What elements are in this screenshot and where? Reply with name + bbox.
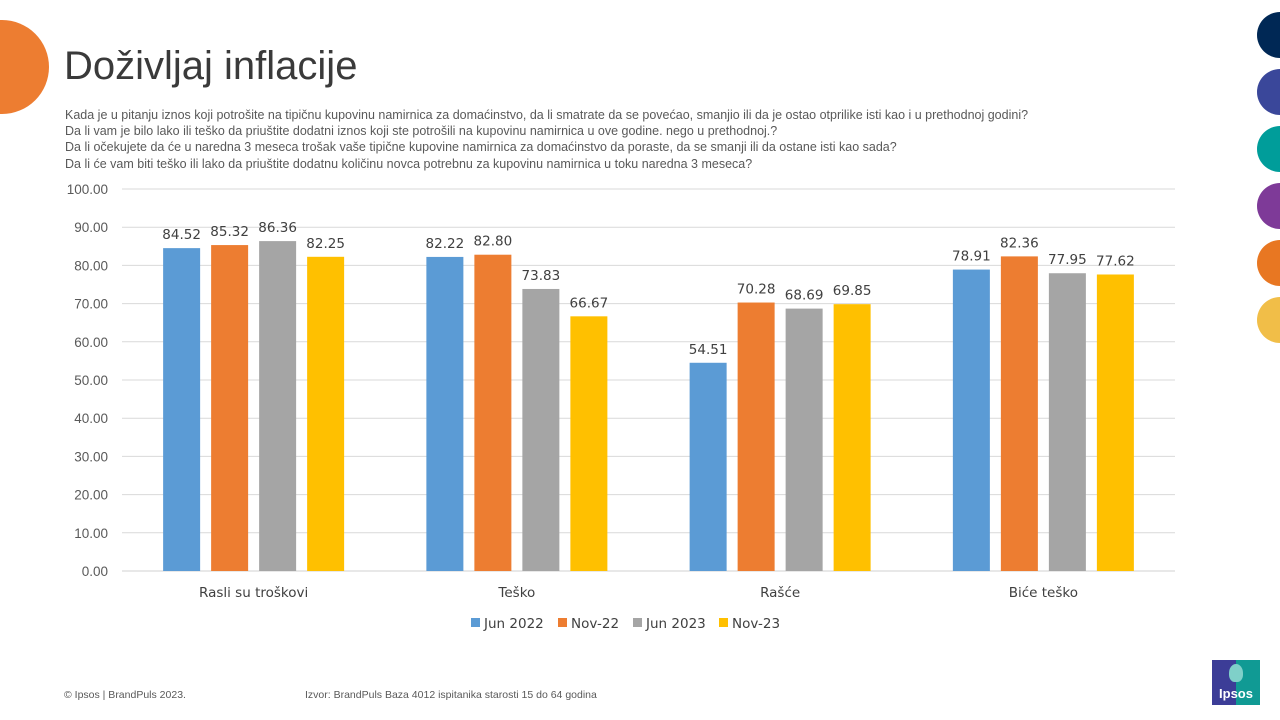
side-dot-5 (1257, 240, 1280, 286)
data-label: 78.91 (952, 249, 991, 265)
y-tick-label: 20.00 (74, 488, 108, 503)
bar (211, 245, 249, 571)
bar (163, 248, 201, 571)
bar (785, 308, 823, 571)
bar (1096, 274, 1134, 571)
page-title: Doživljaj inflacije (64, 44, 358, 88)
bar (474, 254, 512, 572)
legend-label: Jun 2023 (645, 616, 706, 632)
survey-questions: Kada je u pitanju iznos koji potrošite n… (65, 107, 1028, 172)
legend-label: Nov-23 (732, 616, 780, 632)
data-label: 77.62 (1096, 253, 1135, 269)
legend-label: Jun 2022 (483, 616, 544, 632)
y-tick-label: 0.00 (82, 564, 108, 579)
bar (689, 362, 727, 571)
data-label: 77.95 (1048, 252, 1087, 268)
data-label: 70.28 (737, 282, 776, 298)
data-label: 66.67 (570, 295, 609, 311)
y-tick-label: 100.00 (67, 182, 108, 197)
y-tick-label: 90.00 (74, 220, 108, 235)
data-label: 68.69 (785, 288, 824, 304)
data-label: 82.22 (426, 236, 465, 252)
legend-label: Nov-22 (571, 616, 619, 632)
y-tick-label: 50.00 (74, 373, 108, 388)
data-label: 82.80 (474, 234, 513, 250)
legend-swatch (719, 618, 728, 627)
bar (522, 288, 560, 571)
y-tick-label: 70.00 (74, 297, 108, 312)
bar (952, 269, 990, 571)
bar (426, 256, 464, 571)
question-1: Kada je u pitanju iznos koji potrošite n… (65, 108, 1029, 122)
x-category-label: Rašće (760, 585, 800, 601)
question-2: Da li vam je bilo lako ili teško da priu… (65, 124, 778, 139)
y-tick-label: 30.00 (74, 449, 108, 464)
ipsos-logo: Ipsos (1212, 660, 1260, 705)
side-dot-1 (1257, 12, 1280, 58)
logo-head-icon (1229, 664, 1243, 682)
side-dot-4 (1257, 183, 1280, 229)
legend-swatch (558, 618, 567, 627)
side-dot-3 (1257, 126, 1280, 172)
x-category-label: Biće teško (1009, 585, 1078, 601)
data-label: 54.51 (689, 342, 728, 358)
copyright-text: © Ipsos | BrandPuls 2023. (64, 689, 186, 701)
y-tick-label: 10.00 (74, 526, 108, 541)
question-4: Da li će vam biti teško ili lako da priu… (65, 156, 753, 171)
x-category-label: Rasli su troškovi (199, 585, 308, 601)
legend-swatch (633, 618, 642, 627)
data-label: 86.36 (258, 220, 297, 236)
bar (570, 316, 608, 571)
data-label: 82.36 (1000, 235, 1039, 251)
bar (737, 302, 775, 571)
question-3: Da li očekujete da će u naredna 3 meseca… (65, 140, 897, 155)
x-category-label: Teško (497, 585, 535, 601)
bar (1000, 256, 1038, 571)
bar (307, 256, 345, 571)
bar (1048, 273, 1086, 571)
bar (833, 304, 871, 571)
logo-text: Ipsos (1219, 686, 1253, 701)
side-dot-2 (1257, 69, 1280, 115)
data-label: 84.52 (162, 227, 201, 243)
data-label: 85.32 (210, 224, 249, 240)
y-tick-label: 60.00 (74, 335, 108, 350)
y-tick-label: 80.00 (74, 258, 108, 273)
data-label: 73.83 (522, 268, 561, 284)
legend-swatch (471, 618, 480, 627)
data-label: 69.85 (833, 283, 872, 299)
source-text: Izvor: BrandPuls Baza 4012 ispitanika st… (305, 689, 597, 701)
bar (259, 241, 297, 571)
data-label: 82.25 (306, 236, 345, 252)
y-tick-label: 40.00 (74, 411, 108, 426)
side-dot-6 (1257, 297, 1280, 343)
